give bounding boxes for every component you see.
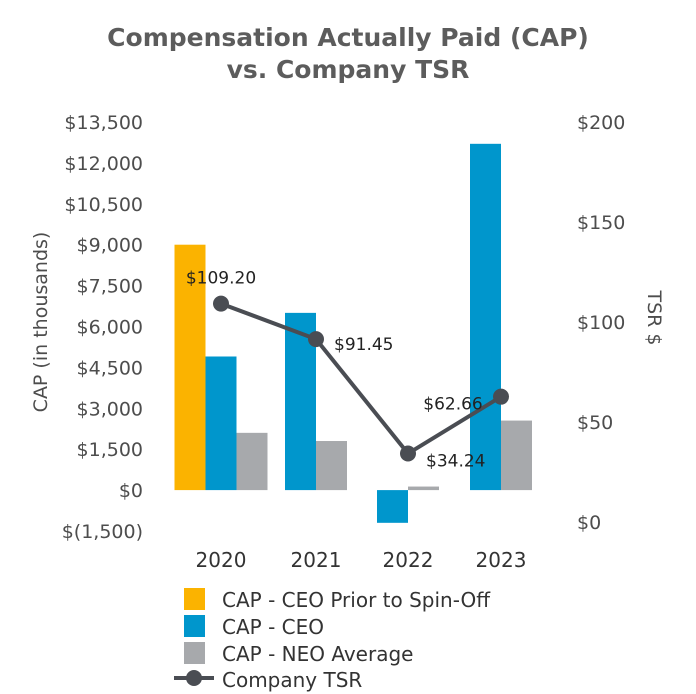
bar-cap-neo-average-2022 (408, 486, 439, 491)
tsr-data-label: $62.66 (423, 395, 482, 415)
y-tick-label: $(1,500) (62, 521, 143, 543)
tsr-point (493, 388, 509, 405)
tsr-point (400, 445, 416, 462)
y-tick-label: $9,000 (77, 235, 143, 257)
chart-title-line-1: Compensation Actually Paid (CAP) (107, 23, 589, 52)
y-axis-title: CAP (in thousands) (30, 232, 52, 413)
x-tick-label: 2022 (383, 548, 434, 572)
chart-title: Compensation Actually Paid (CAP) vs. Com… (0, 22, 696, 86)
y2-tick-label: $150 (577, 212, 625, 234)
chart-title-line-2: vs. Company TSR (226, 55, 470, 84)
tsr-point (308, 331, 324, 348)
legend-swatch-cap-ceo (184, 615, 205, 637)
y-tick-label: $6,000 (77, 317, 143, 339)
x-tick-label: 2023 (476, 548, 527, 572)
y-tick-label: $7,500 (77, 276, 143, 298)
x-tick-label: 2021 (291, 548, 342, 572)
bar-cap-neo-average-2021 (316, 441, 347, 491)
y-tick-label: $4,500 (77, 357, 143, 379)
legend-marker-company-tsr (186, 670, 202, 686)
tsr-data-label: $91.45 (334, 335, 393, 355)
y-tick-label: $1,500 (77, 439, 143, 461)
y2-tick-label: $200 (577, 112, 625, 134)
legend-label: CAP - NEO Average (222, 642, 413, 666)
tsr-data-label: $34.24 (426, 452, 485, 472)
y-tick-label: $3,000 (77, 398, 143, 420)
y2-tick-label: $0 (577, 512, 601, 534)
y-tick-label: $13,500 (64, 112, 143, 134)
legend-label: CAP - CEO (222, 615, 324, 639)
y-tick-label: $12,000 (64, 153, 143, 175)
x-tick-label: 2020 (196, 548, 247, 572)
bar-cap-ceo-2020 (205, 356, 237, 491)
legend-swatch-cap-ceo-prior-to-spin-off (184, 588, 205, 610)
y-tick-label: $10,500 (64, 194, 143, 216)
tsr-line (220, 301, 503, 456)
legend-label: CAP - CEO Prior to Spin-Off (222, 588, 491, 612)
tsr-data-label: $109.20 (186, 269, 256, 289)
y2-axis-title: TSR $ (643, 290, 665, 346)
tsr-point (213, 295, 229, 312)
y2-tick-label: $100 (577, 312, 625, 334)
y2-tick-label: $50 (577, 412, 613, 434)
legend-label: Company TSR (222, 668, 362, 692)
bar-cap-ceo-prior-to-spin-off-2020 (174, 244, 206, 491)
y-tick-label: $0 (119, 480, 143, 502)
bar-cap-neo-average-2020 (236, 432, 268, 491)
bar-cap-ceo-2022 (377, 490, 408, 523)
bar-cap-neo-average-2023 (501, 420, 532, 491)
legend-swatch-cap-neo-average (184, 642, 205, 664)
bar-cap-ceo-2023 (470, 143, 501, 491)
